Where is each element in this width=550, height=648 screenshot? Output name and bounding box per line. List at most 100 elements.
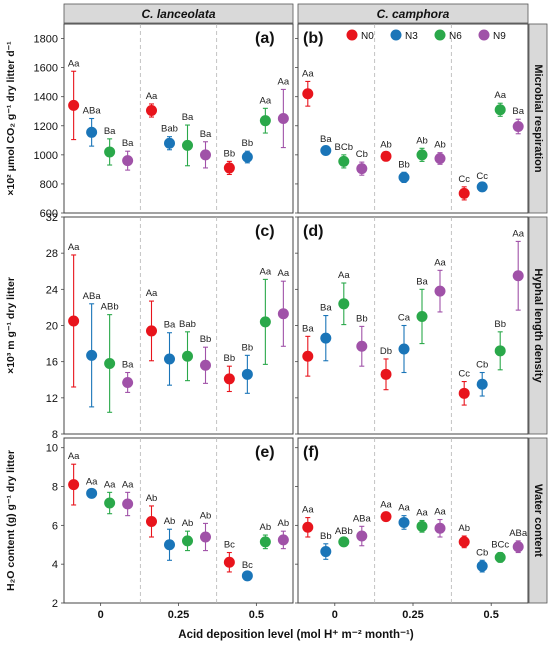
significance-label: Db (380, 346, 392, 357)
significance-label: Aa (260, 95, 272, 106)
significance-label: Ca (398, 313, 411, 324)
data-point-n0 (458, 387, 470, 399)
y-tick-label: 1600 (34, 63, 58, 75)
significance-label: ABa (353, 513, 372, 524)
data-point-n9 (356, 530, 368, 542)
panel-c: 8 12 16 20 24 28 32 ×10³ m g⁻¹ dry litter (c) Aa A… (5, 212, 294, 441)
data-point-n9 (512, 541, 524, 553)
significance-label: Bc (242, 560, 253, 571)
panel-b: (b) Aa Ab Cc Ba Bb Cc BCb Ab Aa Cb Ab Ba (295, 23, 529, 214)
significance-label: Ba (320, 303, 332, 314)
significance-label: Aa (146, 91, 158, 102)
significance-label: Ba (164, 320, 176, 331)
data-point-n9 (434, 152, 446, 164)
legend-label: N6 (449, 31, 462, 42)
significance-label: Aa (434, 507, 446, 518)
data-point-n9 (512, 120, 524, 132)
row-header-2 (528, 216, 548, 435)
data-point-n9 (122, 498, 134, 510)
legend-marker-n9 (478, 29, 490, 41)
y-axis-label: H₂O content (g) g⁻¹ dry litter (5, 450, 17, 591)
data-point-n0 (380, 368, 392, 380)
significance-label: Ba (320, 134, 332, 145)
data-point-n0 (223, 373, 235, 385)
y-tick-label: 800 (40, 179, 58, 191)
significance-label: Ab (164, 516, 176, 527)
significance-label: Bb (242, 138, 254, 149)
legend-label: N0 (361, 31, 374, 42)
data-point-n6 (104, 497, 116, 509)
significance-label: Ab (182, 518, 194, 529)
data-point-n9 (277, 308, 289, 320)
significance-label: Ab (146, 493, 158, 504)
significance-label: Ab (416, 135, 428, 146)
significance-label: Ba (104, 126, 116, 137)
significance-label: Bb (398, 159, 410, 170)
significance-label: Aa (416, 508, 428, 519)
x-tick-label: 0 (98, 609, 104, 621)
data-point-n3 (476, 378, 488, 390)
panel-d: (d) Ba Db Cc Ba Ca Cb Aa Ba Bb Bb Aa Aa (295, 216, 529, 435)
y-tick-label: 6 (52, 520, 58, 532)
panel-e: 2 4 6 8 10 H₂O content (g) g⁻¹ dry litter (e) 0… (5, 437, 294, 621)
data-point-n0 (223, 162, 235, 174)
significance-label: ABa (509, 528, 528, 539)
y-tick-label: 16 (46, 357, 58, 369)
data-point-n6 (338, 155, 350, 167)
significance-label: Aa (86, 476, 98, 487)
y-tick-label: 1000 (34, 150, 58, 162)
panel-letter: (d) (303, 223, 323, 240)
data-point-n9 (434, 522, 446, 534)
data-point-n9 (356, 163, 368, 175)
significance-label: Aa (146, 288, 158, 299)
data-point-n9 (356, 340, 368, 352)
significance-label: Bb (224, 353, 236, 364)
y-tick-label: 32 (46, 212, 58, 224)
data-point-n0 (146, 325, 157, 337)
data-point-n0 (146, 105, 157, 117)
y-tick-label: 20 (46, 321, 58, 333)
significance-label: Bb (494, 319, 506, 330)
significance-label: Ba (122, 360, 134, 371)
x-tick-label: 0.5 (484, 609, 499, 621)
y-tick-label: 8 (52, 482, 58, 494)
data-point-n6 (104, 357, 116, 369)
significance-label: Aa (434, 257, 446, 268)
data-point-n3 (398, 171, 410, 183)
data-point-n6 (416, 520, 428, 532)
significance-label: Aa (68, 58, 80, 69)
panel-a: 600 800 1000 1200 1400 1600 1800 ×10² μmol CO₂ … (5, 23, 294, 220)
data-point-n0 (68, 99, 80, 111)
panel-frame (63, 216, 294, 435)
significance-label: Bab (179, 319, 196, 330)
column-header-2 (297, 3, 529, 24)
column-title: C. lanceolata (141, 7, 215, 21)
panel-frame (63, 437, 294, 604)
y-tick-label: 28 (46, 248, 58, 260)
significance-label: Aa (302, 505, 314, 516)
significance-label: Ab (434, 140, 446, 151)
significance-label: Bc (224, 540, 235, 551)
data-point-n3 (241, 368, 253, 380)
panel-frame (297, 437, 529, 604)
significance-label: Ab (278, 518, 290, 529)
panel-frame (297, 216, 529, 435)
data-point-n9 (200, 359, 211, 371)
data-point-n3 (398, 343, 410, 355)
panel-frame (297, 23, 529, 214)
legend-marker-n6 (434, 29, 446, 41)
data-point-n9 (122, 376, 134, 388)
y-tick-label: 10 (46, 443, 58, 455)
data-point-n6 (259, 536, 271, 548)
data-point-n6 (494, 551, 506, 563)
significance-label: Cc (458, 369, 470, 380)
legend-label: N3 (405, 31, 418, 42)
significance-label: Aa (122, 479, 134, 490)
significance-label: Aa (68, 451, 80, 462)
significance-label: Ab (458, 523, 470, 534)
data-point-n3 (476, 181, 488, 193)
significance-label: Ba (302, 323, 314, 334)
significance-label: Bb (224, 148, 236, 159)
